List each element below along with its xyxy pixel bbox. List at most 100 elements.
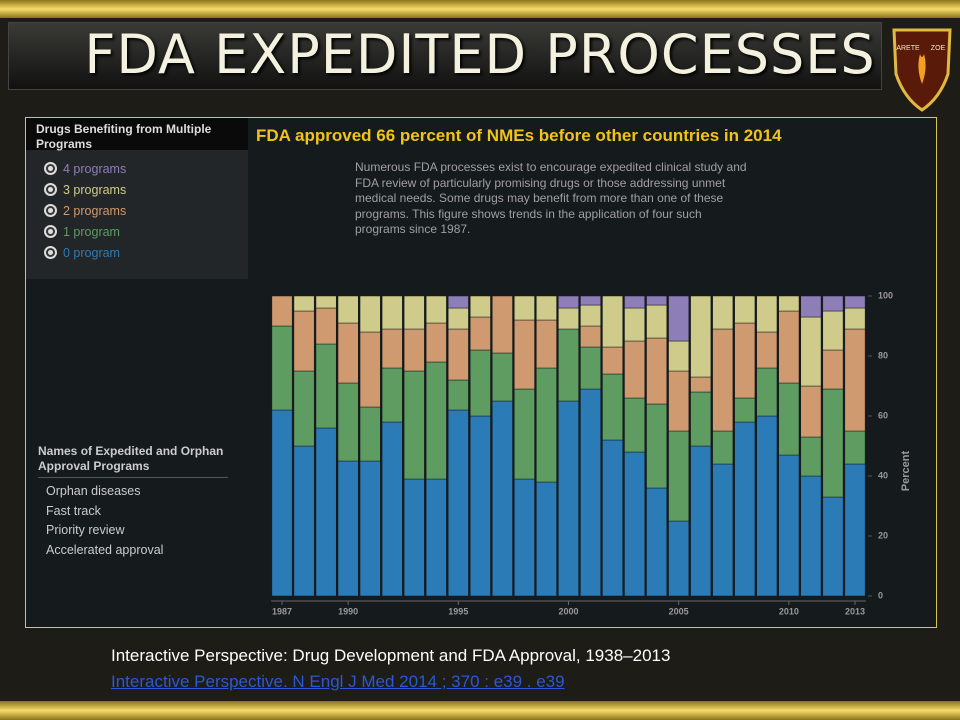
program-name[interactable]: Accelerated approval: [46, 542, 164, 557]
bar-segment: [293, 310, 315, 372]
bar-segment: [359, 460, 381, 597]
bar-segment: [602, 373, 623, 441]
bar-segment: [425, 295, 447, 324]
bar-segment: [646, 304, 668, 339]
bar-segment: [558, 307, 579, 330]
bar-segment: [315, 307, 337, 345]
legend-radio[interactable]: [44, 246, 57, 259]
chart-panel: Percent 0 20 40 60 80 100 1987 1990 1995 2000 2005…: [25, 117, 937, 628]
program-names-heading: Names of Expedited and Orphan Approval P…: [38, 444, 228, 478]
citation-link[interactable]: Interactive Perspective. N Engl J Med 20…: [111, 672, 565, 691]
bar-segment: [536, 295, 557, 321]
bar-segment: [822, 295, 844, 312]
bar-segment: [514, 295, 535, 321]
bar-segment: [359, 406, 381, 462]
bar-segment: [800, 316, 822, 387]
bar-segment: [469, 316, 491, 351]
bar-segment: [447, 328, 469, 381]
legend-item[interactable]: 0 program: [44, 243, 248, 264]
x-tick-label: 2013: [845, 606, 865, 616]
bar-segment: [734, 322, 756, 399]
bar-segment: [800, 295, 822, 318]
y-tick-label: 80: [878, 350, 888, 360]
bar-segment: [580, 346, 601, 390]
bar-segment: [778, 382, 800, 456]
bar-segment: [734, 295, 756, 324]
x-tick-label: 2010: [779, 606, 799, 616]
bar-segment: [580, 325, 601, 348]
bar-segment: [668, 370, 690, 432]
bar-segment: [844, 430, 866, 465]
x-tick-label: 2005: [669, 606, 689, 616]
bar-segment: [778, 310, 800, 384]
bar-segment: [359, 331, 381, 408]
logo-text: ZOE: [931, 45, 946, 52]
legend-items: 4 programs 3 programs 2 programs 1 program 0…: [26, 150, 248, 264]
program-list: Orphan diseases Fast track Priority review…: [38, 478, 228, 560]
program-name[interactable]: Orphan diseases: [46, 484, 141, 498]
bar-segment: [668, 340, 690, 372]
y-tick-label: 20: [878, 530, 888, 540]
y-axis-label: Percent: [900, 450, 912, 491]
x-tick-label: 1990: [338, 606, 358, 616]
bar-segment: [492, 352, 513, 402]
bar-segment: [337, 382, 359, 462]
bar-segment: [778, 295, 800, 312]
program-name[interactable]: Fast track: [46, 503, 101, 518]
bar-segment: [778, 454, 800, 597]
bar-segment: [756, 295, 778, 333]
bar-segment: [602, 295, 623, 348]
legend-label: 2 programs: [63, 204, 127, 218]
legend-item[interactable]: 3 programs: [44, 180, 248, 201]
bar-segment: [381, 367, 403, 423]
x-tick-label: 1995: [448, 606, 468, 616]
bar-segment: [403, 295, 425, 330]
legend-label: 1 program: [63, 225, 120, 239]
slide-title: FDA EXPEDITED PROCESSES: [84, 23, 876, 86]
bar-segment: [756, 415, 778, 597]
logo: ARETE ZOE: [892, 28, 952, 112]
bar-segment: [624, 307, 645, 342]
bar-segment: [624, 295, 645, 309]
bar-segment: [690, 376, 712, 393]
bar-segment: [359, 295, 381, 333]
bar-segment: [822, 388, 844, 498]
bar-segment: [536, 319, 557, 369]
logo-flame: [918, 54, 926, 84]
bar-segment: [712, 328, 734, 432]
bar-segment: [668, 430, 690, 522]
legend-item[interactable]: 1 program: [44, 222, 248, 243]
x-tick-label: 2000: [558, 606, 578, 616]
chart-title: FDA approved 66 percent of NMEs before o…: [256, 126, 782, 145]
bar-segment: [447, 307, 469, 330]
bar-segment: [403, 328, 425, 372]
legend-radio[interactable]: [44, 204, 57, 217]
bar-segment: [403, 370, 425, 480]
bar-segment: [800, 475, 822, 597]
legend-radio[interactable]: [44, 183, 57, 196]
bar-segment: [293, 370, 315, 447]
legend-item[interactable]: 4 programs: [44, 159, 248, 180]
legend-item[interactable]: 2 programs: [44, 201, 248, 222]
bar-segment: [690, 295, 712, 378]
bar-segment: [844, 463, 866, 597]
bar-segment: [580, 388, 601, 597]
bar-segment: [425, 361, 447, 480]
legend-radio[interactable]: [44, 162, 57, 175]
bar-segment: [514, 388, 535, 480]
bar-segment: [315, 343, 337, 429]
bar-segment: [624, 397, 645, 453]
title-banner: [8, 22, 882, 90]
bar-segment: [514, 319, 535, 390]
program-name[interactable]: Priority review: [46, 523, 125, 537]
bar-segment: [646, 403, 668, 489]
bar-segment: [558, 328, 579, 402]
bar-segment: [315, 295, 337, 309]
legend-radio[interactable]: [44, 225, 57, 238]
bar-segment: [315, 427, 337, 597]
bar-segment: [624, 340, 645, 399]
bar-segment: [536, 481, 557, 597]
bar-segment: [337, 460, 359, 597]
bar-segment: [624, 451, 645, 597]
legend-label: 3 programs: [63, 183, 127, 197]
